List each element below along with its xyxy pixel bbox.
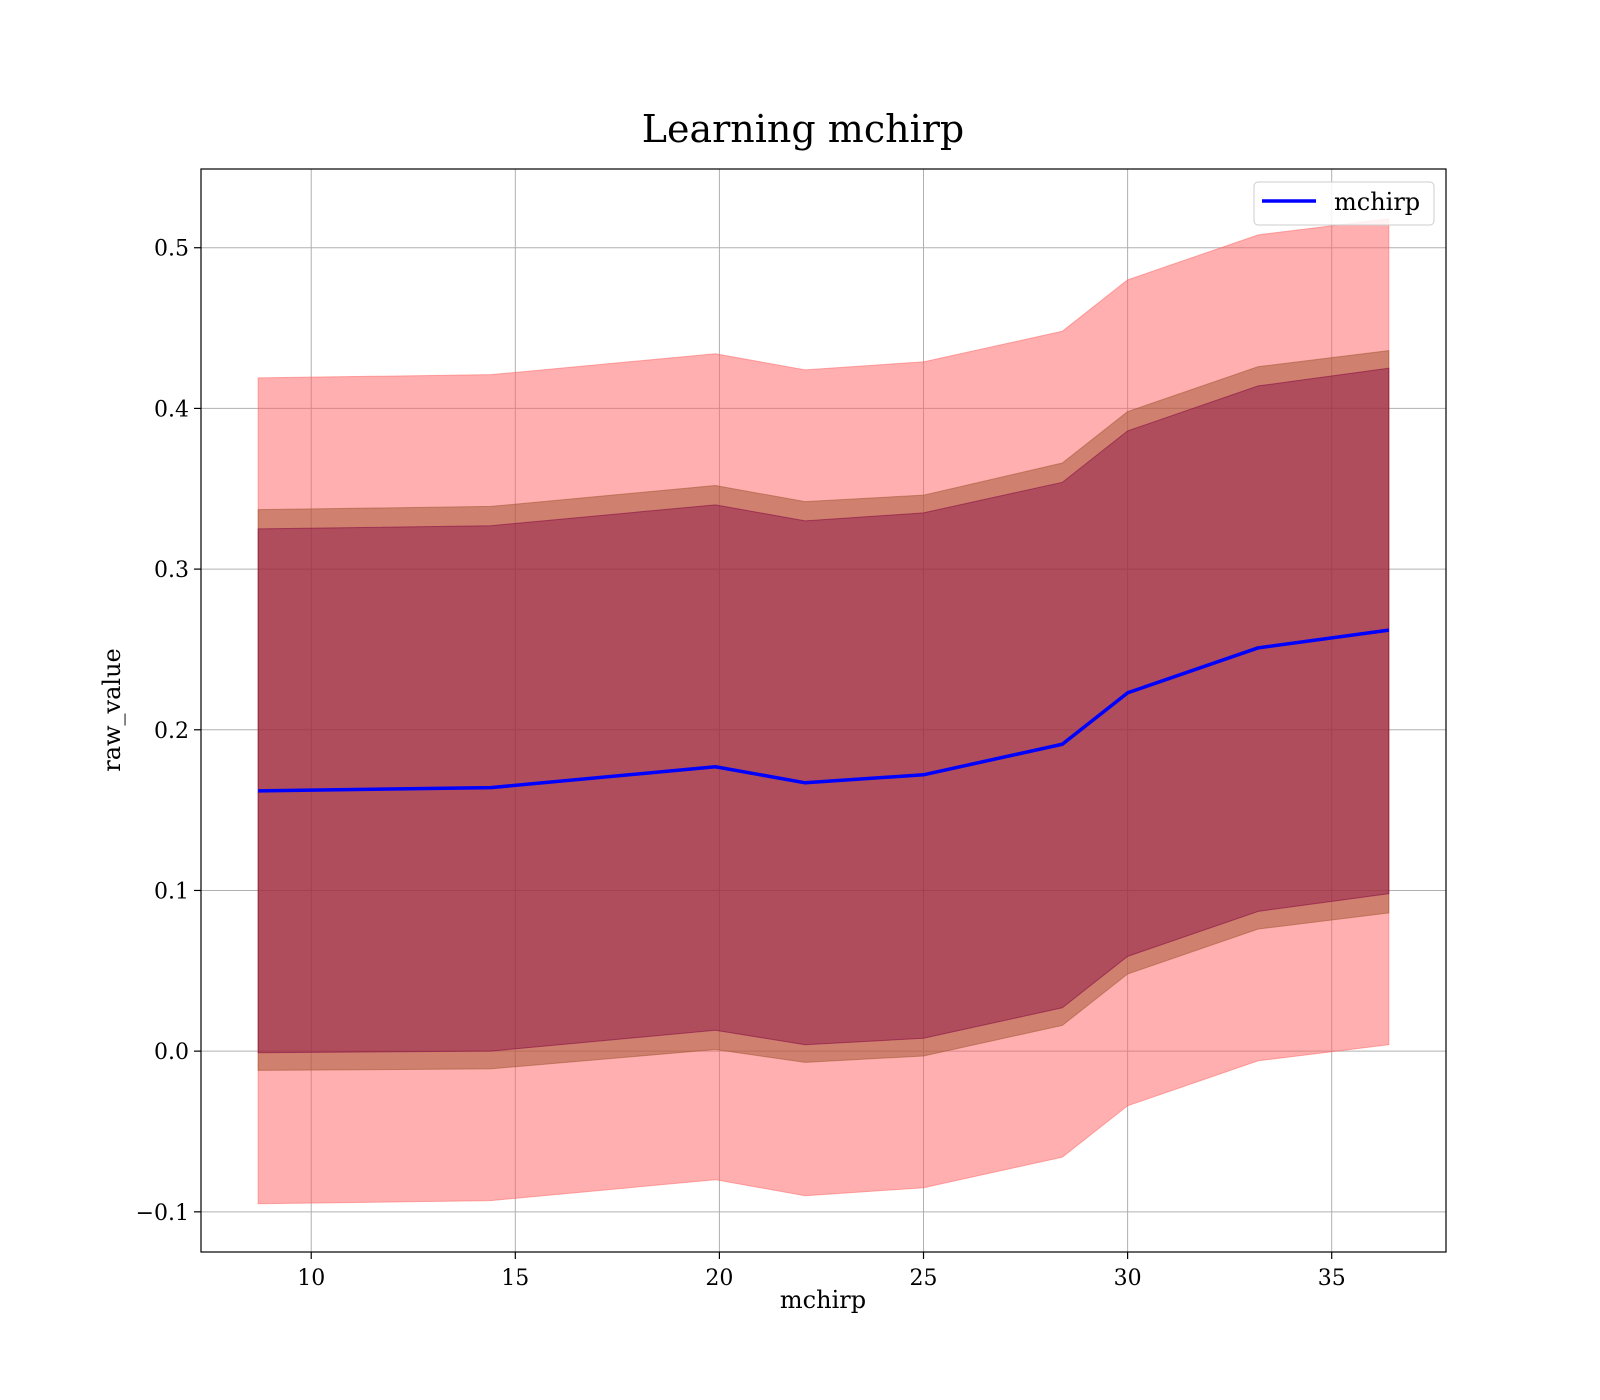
y-axis-ticks: −0.1 0.0 0.1 0.2 0.3 0.4 0.5: [136, 237, 201, 1226]
x-tick-label: 15: [501, 1266, 529, 1291]
x-tick-label: 30: [1114, 1266, 1142, 1291]
y-tick-label: −0.1: [136, 1201, 189, 1226]
legend-label-mchirp: mchirp: [1334, 188, 1420, 216]
x-axis-label: mchirp: [780, 1286, 866, 1314]
legend-box: [1253, 181, 1435, 226]
series-lines: [258, 628, 1390, 793]
middle-band: [257, 350, 1390, 1071]
x-tick-label: 35: [1318, 1266, 1346, 1291]
y-tick-label: 0.0: [154, 1040, 189, 1065]
chart-title: Learning mchirp: [642, 107, 964, 151]
y-tick-label: 0.2: [154, 719, 189, 744]
x-tick-label: 25: [910, 1266, 938, 1291]
legend: mchirp: [1253, 181, 1435, 226]
inner-band: [257, 367, 1390, 1054]
x-tick-label: 20: [705, 1266, 733, 1291]
plot-frame: [200, 168, 1447, 1253]
x-tick-label: 10: [297, 1266, 325, 1291]
y-tick-label: 0.4: [154, 397, 189, 422]
y-axis-label: raw_value: [98, 648, 126, 772]
y-tick-label: 0.1: [154, 879, 189, 904]
x-axis-ticks: 10 15 20 25 30 35: [297, 1252, 1346, 1291]
confidence-bands: [257, 218, 1390, 1205]
y-tick-label: 0.5: [154, 237, 189, 262]
y-tick-label: 0.3: [154, 558, 189, 583]
